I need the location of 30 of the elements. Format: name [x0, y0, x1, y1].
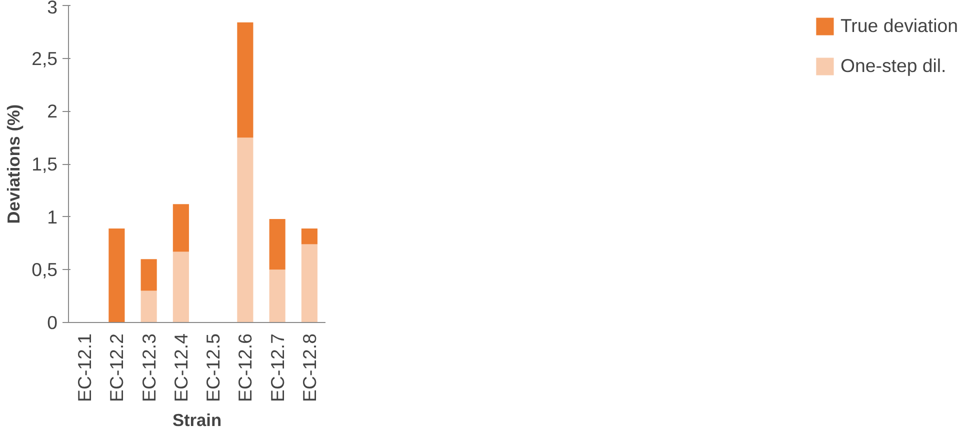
y-tick-label: 2,5: [32, 48, 58, 69]
x-tick-label: EC-12.4: [170, 333, 192, 402]
y-axis-title: Deviations (%): [4, 104, 24, 224]
y-tick-label: 1,5: [32, 154, 58, 174]
bar: [140, 259, 157, 291]
bar: [269, 270, 286, 322]
x-tick-label: EC-12.6: [234, 333, 256, 402]
x-tick-label: EC-12.8: [298, 333, 320, 402]
y-tick-label: 2: [47, 100, 58, 122]
bar: [301, 228, 318, 244]
legend-label: One-step dil.: [840, 55, 946, 77]
bar: [108, 228, 125, 322]
bar: [172, 204, 189, 252]
bar: [237, 22, 254, 138]
x-tick-label: EC-12.3: [138, 333, 160, 402]
y-tick-label: 0,5: [32, 259, 58, 280]
bar: [140, 290, 157, 322]
y-tick-label: 3: [47, 0, 58, 18]
x-tick-label: EC-12.5: [202, 333, 224, 402]
y-tick-label: 0: [47, 312, 58, 333]
bar: [237, 138, 254, 322]
y-tick-label: 1: [47, 206, 58, 228]
x-axis-title: Strain: [172, 410, 222, 430]
x-tick-label: EC-12.7: [266, 333, 288, 402]
bar: [172, 252, 189, 322]
x-tick-label: EC-12.1: [74, 333, 96, 402]
x-tick-label: EC-12.2: [106, 333, 128, 402]
legend-label: True deviation: [840, 15, 958, 37]
bar: [301, 244, 318, 322]
bar: [269, 218, 286, 270]
